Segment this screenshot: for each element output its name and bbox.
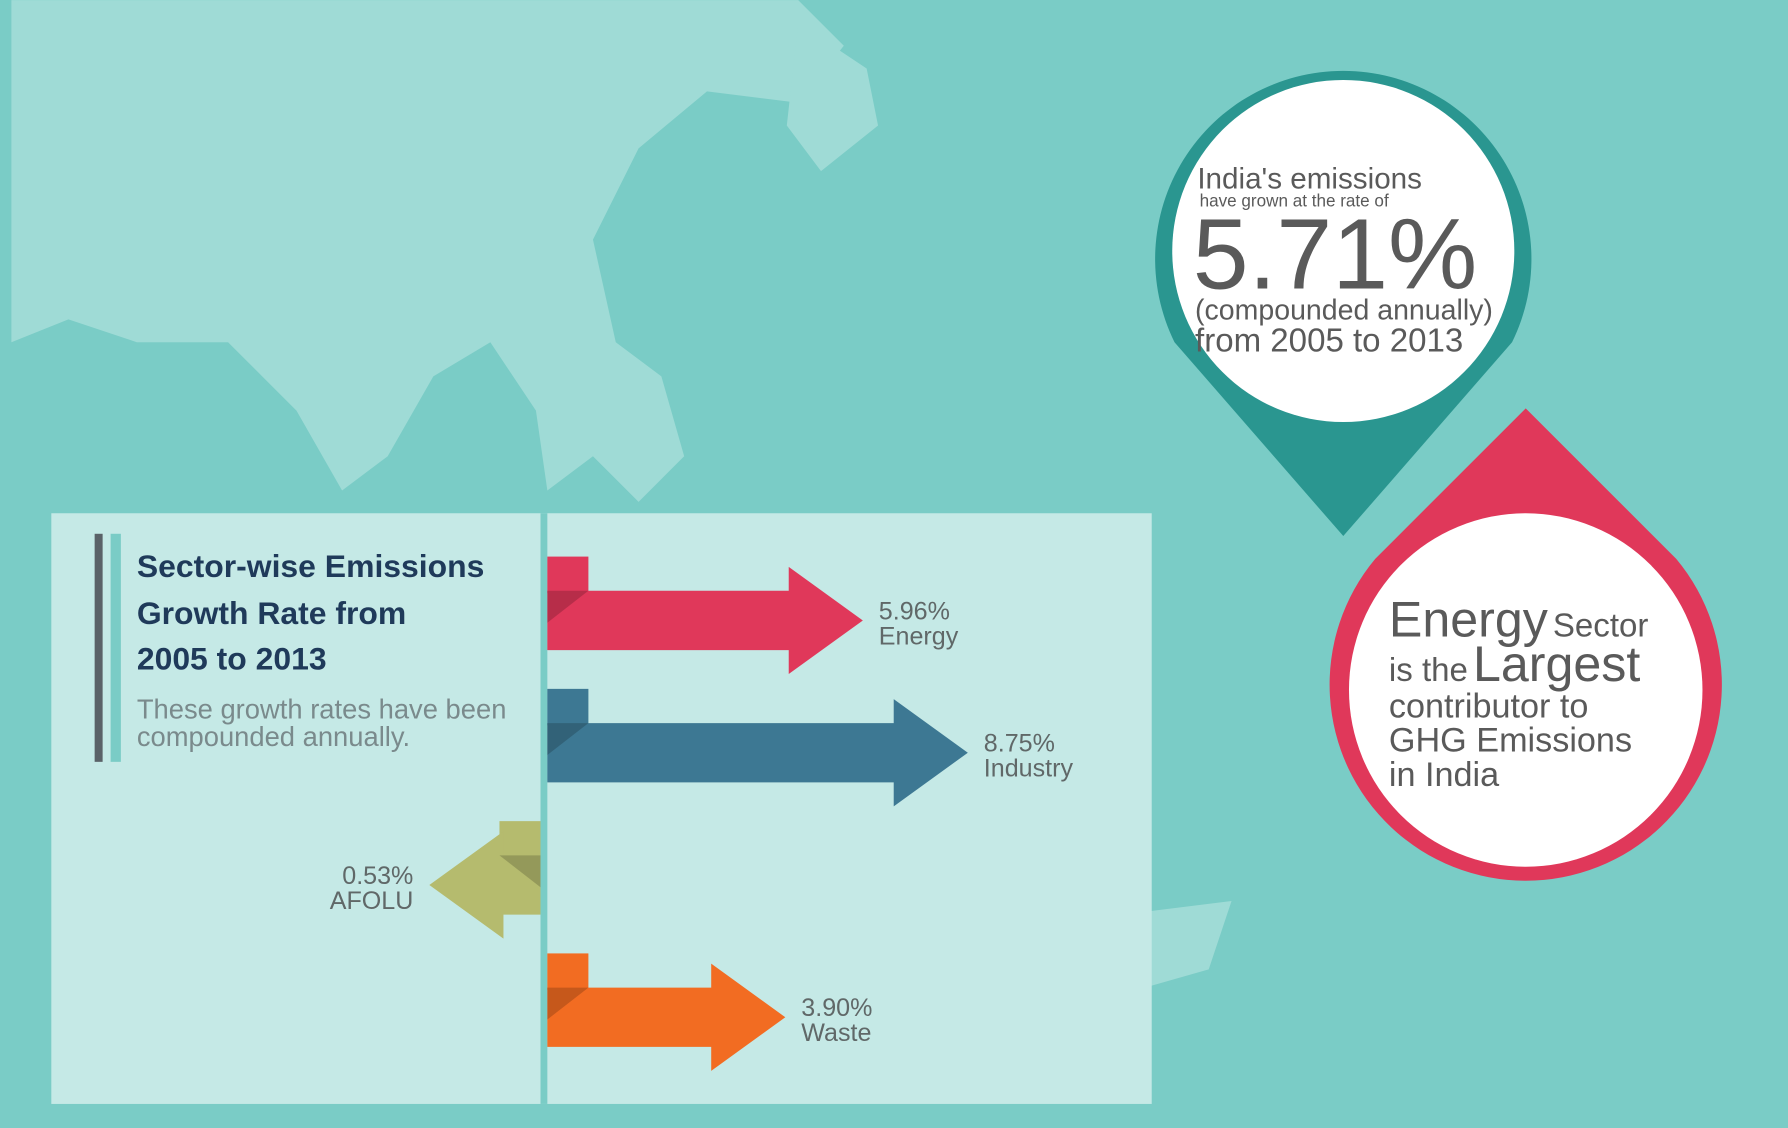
arrow-tab [547, 688, 589, 726]
value-label: 3.90% [801, 994, 872, 1022]
category-label: AFOLU [330, 887, 414, 915]
category-label: Waste [801, 1019, 871, 1047]
arrow-tab [547, 556, 589, 594]
subtitle-line: These growth rates have been [137, 694, 507, 725]
value-label: 8.75% [984, 730, 1055, 758]
callout-text: from 2005 to 2013 [1195, 322, 1463, 359]
callout-line: Energy Sector [1389, 591, 1649, 647]
callout-text: Sector [1553, 607, 1649, 644]
axis-divider [540, 513, 548, 1104]
arrow [547, 699, 968, 807]
callout-text: (compounded annually) [1195, 294, 1493, 326]
map-landmass [11, 0, 844, 502]
arrow [429, 831, 541, 939]
value-label: 0.53% [342, 862, 413, 890]
callout-text: Energy [1389, 591, 1548, 647]
callout-text: is the [1389, 652, 1468, 689]
title-line: Growth Rate from [137, 595, 406, 631]
callout-text: India's emissions [1197, 162, 1422, 195]
callout-text: Largest [1473, 636, 1640, 692]
callout-text: GHG Emissions [1389, 722, 1632, 760]
growth-pin-inner [1172, 79, 1515, 423]
title-bar [94, 533, 103, 762]
chart-subtitle: These growth rates have been compounded … [137, 694, 507, 752]
callout-figure: 5.71% [1193, 199, 1477, 311]
arrow [547, 566, 863, 675]
title-line: Sector-wise Emissions [137, 548, 485, 584]
callout-text: contributor to [1389, 687, 1589, 725]
arrow-tab [499, 821, 541, 858]
map-island [1128, 900, 1232, 993]
sector-pin-inner [1348, 513, 1703, 867]
arrow-tab [547, 953, 589, 990]
callout-line: is the Largest [1389, 636, 1640, 692]
map-island [786, 22, 879, 172]
value-label: 5.96% [879, 597, 950, 625]
category-label: Industry [984, 755, 1074, 783]
growth-callout: India's emissions have grown at the rate… [1193, 162, 1493, 359]
title-bar [110, 533, 121, 762]
title-line: 2005 to 2013 [137, 640, 327, 676]
arrow-shade [547, 590, 589, 623]
callout-text: in India [1389, 756, 1500, 794]
subtitle-line: compounded annually. [137, 721, 410, 752]
sector-callout: Energy Sector is the Largest contributor… [1389, 591, 1649, 793]
category-label: Energy [879, 622, 959, 650]
arrow [547, 963, 786, 1071]
chart-title: Sector-wise Emissions Growth Rate from 2… [137, 548, 485, 676]
callout-text: have grown at the rate of [1200, 192, 1389, 211]
arrow-shade [547, 723, 589, 756]
